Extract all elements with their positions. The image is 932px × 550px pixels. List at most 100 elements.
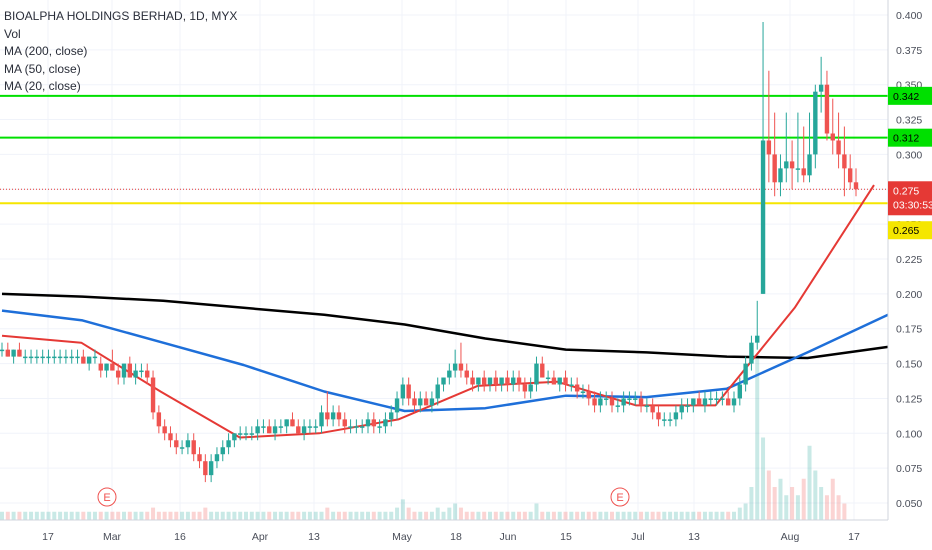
candle-body: [778, 168, 783, 183]
volume-bar: [458, 507, 463, 520]
legend-ma200[interactable]: MA (200, close): [4, 44, 88, 58]
volume-bar: [313, 511, 318, 520]
volume-bar: [668, 511, 673, 520]
chart-legend: BIOALPHA HOLDINGS BERHAD, 1D, MYX Vol MA…: [4, 8, 237, 96]
volume-bar: [46, 511, 51, 520]
candle-body: [261, 426, 266, 428]
volume-bar: [174, 511, 179, 520]
volume-bar: [145, 511, 150, 520]
volume-bar: [127, 511, 132, 520]
y-tick-label: 0.375: [896, 45, 922, 57]
candle-body: [203, 461, 208, 476]
ma50-line: [1, 309, 889, 413]
candle-body: [540, 363, 545, 378]
volume-bar: [540, 511, 545, 520]
volume-bar: [522, 511, 527, 520]
volume-bar: [383, 511, 388, 520]
volume-bar: [366, 511, 370, 520]
volume-bar: [162, 511, 167, 520]
candle-body: [720, 398, 725, 400]
candle-body: [40, 356, 45, 359]
candle-body: [627, 398, 632, 400]
volume-bar: [87, 511, 92, 520]
candle-body: [534, 363, 539, 385]
x-tick-label: 13: [688, 531, 700, 543]
volume-bar: [226, 511, 231, 520]
volume-bar: [615, 511, 620, 520]
volume-bar: [679, 511, 684, 520]
volume-bar: [168, 511, 173, 520]
earnings-marker-label: E: [103, 492, 110, 504]
volume-bar: [575, 511, 580, 520]
volume-bar: [307, 511, 312, 520]
legend-ma50[interactable]: MA (50, close): [4, 61, 81, 76]
candle-body: [633, 398, 638, 400]
volume-bar: [75, 511, 80, 520]
volume-bar: [331, 511, 336, 520]
candle-body: [743, 363, 748, 385]
volume-bar: [122, 511, 126, 520]
volume-bar: [580, 511, 585, 520]
candle-body: [667, 419, 673, 421]
candle-body: [330, 412, 336, 420]
volume-bar: [534, 503, 539, 520]
volume-bar: [673, 511, 678, 520]
candle-body: [737, 384, 743, 399]
volume-bar: [511, 511, 516, 520]
horizontal-price-lines: [0, 94, 888, 205]
candle-body: [191, 440, 196, 455]
volume-bar: [586, 511, 591, 520]
volume-bar: [389, 511, 394, 520]
candle-body: [452, 363, 458, 371]
volume-bar: [400, 499, 405, 520]
candle-body: [813, 91, 818, 155]
volume-bar: [743, 503, 748, 520]
candle-body: [81, 356, 86, 364]
candle-body: [818, 84, 824, 92]
candle-body: [772, 154, 777, 183]
candle-body: [493, 377, 499, 385]
candle-body: [145, 370, 150, 378]
volume-bar: [302, 511, 307, 520]
volume-bar: [842, 503, 847, 520]
volume-bar: [58, 511, 63, 520]
volume-bar: [604, 511, 609, 520]
volume-bar: [795, 495, 800, 520]
volume-bar: [197, 511, 202, 520]
symbol-title[interactable]: BIOALPHA HOLDINGS BERHAD, 1D, MYX: [4, 9, 238, 23]
candle-body: [313, 426, 318, 428]
volume-bar: [517, 511, 522, 520]
volume-bar: [191, 511, 196, 520]
countdown-text: 03:30:53: [893, 199, 932, 211]
volume-bar: [720, 511, 725, 520]
volume-bar: [52, 511, 57, 520]
volume-bar: [499, 511, 504, 520]
volume-bar: [702, 511, 707, 520]
candle-body: [23, 356, 28, 359]
volume-bar: [807, 445, 812, 520]
candle-body: [807, 154, 812, 176]
candle-body: [52, 356, 57, 359]
candle-body: [267, 426, 272, 434]
volume-bar: [441, 511, 446, 520]
volume-bar: [464, 511, 469, 520]
candle-body: [749, 342, 754, 364]
candle-body: [784, 161, 789, 169]
candle-body: [69, 356, 74, 359]
volume-bar: [766, 470, 771, 520]
legend-vol[interactable]: Vol: [4, 26, 21, 41]
candle-body: [92, 356, 98, 359]
volume-bar: [63, 511, 68, 520]
volume-bar: [836, 495, 841, 520]
legend-ma20[interactable]: MA (20, close): [4, 79, 81, 93]
volume-bar: [273, 511, 278, 520]
candle-body: [696, 398, 702, 406]
volume-bar: [290, 511, 295, 520]
candle-body: [243, 433, 249, 435]
y-tick-label: 0.325: [896, 115, 922, 127]
volume-bar: [772, 487, 777, 520]
candle-body: [377, 426, 382, 428]
x-tick-label: Jun: [500, 531, 517, 543]
price-badges: 0.342 0.312 0.275 03:30:53 0.265: [888, 86, 932, 240]
